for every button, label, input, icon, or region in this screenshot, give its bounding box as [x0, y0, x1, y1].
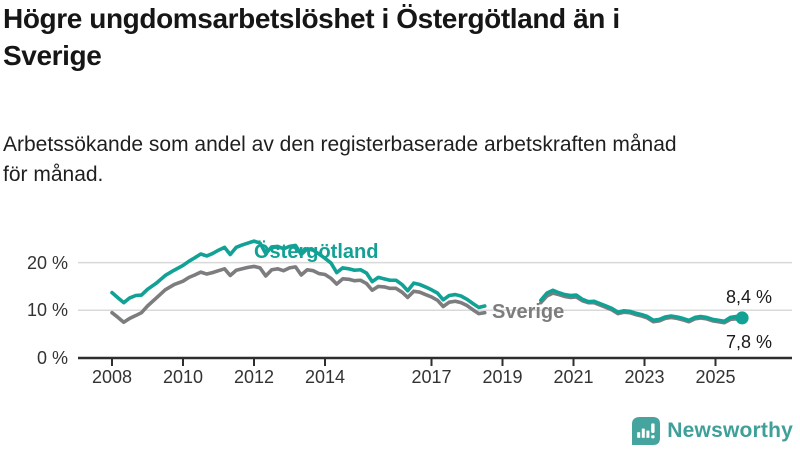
x-axis-tick-label: 2017 [411, 367, 452, 387]
x-axis-tick-label: 2012 [233, 367, 275, 387]
x-axis-tick-label: 2019 [482, 367, 523, 387]
x-axis-tick-label: 2021 [553, 367, 594, 387]
x-axis-tick-label: 2025 [695, 367, 736, 387]
y-axis-tick-label: 20 % [26, 252, 68, 273]
x-axis-tick-label: 2010 [162, 367, 204, 387]
series-line-sverige [110, 264, 487, 325]
x-axis-tick-label: 2014 [304, 367, 346, 387]
newsworthy-brand-link[interactable]: Newsworthy [632, 417, 793, 445]
series-label-ostergotland: Östergötland [254, 241, 379, 263]
exclamation-bar [651, 423, 655, 433]
end-value-ostergotland: 8,4 % [725, 287, 772, 307]
newsworthy-logo-icon [632, 417, 661, 445]
page-title: Högre ungdomsarbetslöshet i Östergötland… [3, 3, 620, 71]
end-value-sverige: 7,8 % [725, 332, 772, 352]
x-axis-tick-label: 2008 [91, 367, 133, 387]
y-axis-tick-label: 0 % [36, 348, 68, 368]
y-axis-tick-label: 10 % [26, 300, 68, 321]
page-subtitle: Arbetssökande som andel av den registerb… [3, 133, 677, 186]
end-point-dot [735, 311, 749, 325]
brand-name: Newsworthy [667, 419, 793, 442]
series-line-östergötland [539, 288, 744, 324]
x-axis-tick-label: 2023 [624, 367, 665, 387]
series-line-östergötland [110, 239, 487, 310]
exclamation-dot [651, 435, 655, 439]
series-label-sverige: Sverige [492, 301, 565, 323]
